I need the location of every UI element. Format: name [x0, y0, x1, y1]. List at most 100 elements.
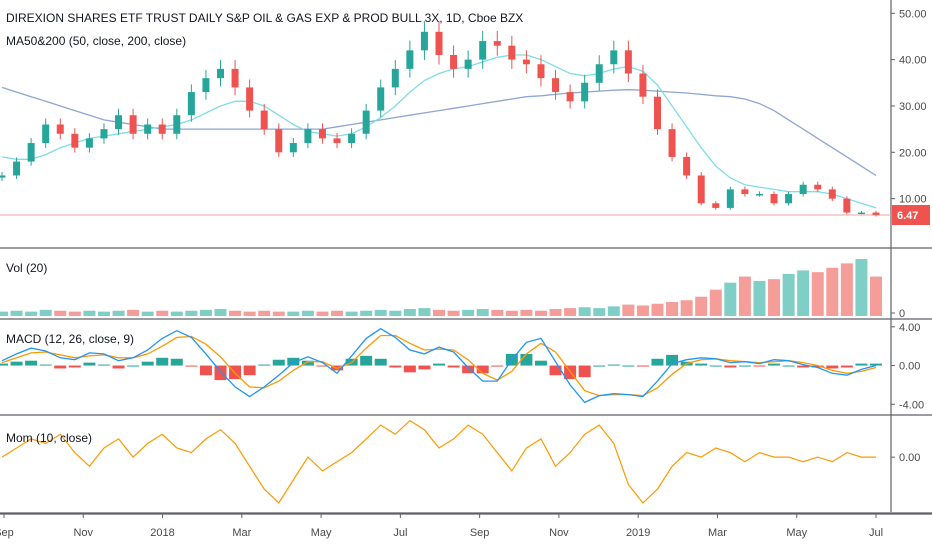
- volume-tick-label: 0: [899, 308, 905, 320]
- macd-tick-label: -4.00: [899, 399, 924, 411]
- macd-histogram-bar: [433, 363, 445, 366]
- candle-body: [435, 31, 443, 55]
- momentum-indicator-label: Mom (10, close): [6, 431, 92, 445]
- macd-histogram-bar: [695, 363, 708, 366]
- macd-histogram-bar: [578, 365, 591, 378]
- momentum-pane: 0.00: [1, 419, 920, 504]
- macd-histogram-bar: [797, 365, 810, 368]
- candle-body: [537, 64, 545, 79]
- macd-histogram-bar: [666, 354, 679, 366]
- volume-bar: [622, 304, 635, 316]
- volume-bar: [170, 311, 183, 316]
- x-axis: Sep Nov 2018 Mar May Jul Sep Nov 2019 Mar May Jul: [0, 514, 883, 539]
- volume-bar: [156, 310, 169, 316]
- price-tick-label: 10.00: [899, 194, 927, 206]
- macd-histogram-bar: [826, 365, 839, 369]
- candle-body: [552, 78, 560, 93]
- candle-body: [479, 41, 487, 60]
- volume-bar: [447, 310, 460, 316]
- volume-bar: [709, 289, 722, 316]
- volume-bar: [97, 311, 110, 316]
- candle-body: [246, 87, 254, 111]
- macd-histogram-bar: [403, 365, 416, 373]
- macd-histogram-bar: [447, 365, 460, 368]
- volume-bar: [316, 311, 329, 316]
- candle-body: [726, 189, 734, 208]
- candle-body: [610, 50, 618, 65]
- last-price-badge: [892, 205, 930, 226]
- volume-bar: [476, 308, 489, 316]
- time-tick-label: May: [786, 527, 807, 539]
- candle-body: [0, 175, 6, 178]
- candle-body: [872, 212, 880, 215]
- candle-body: [13, 161, 21, 176]
- macd-histogram-bar: [112, 365, 125, 369]
- time-tick-label: Jul: [393, 527, 407, 539]
- candle-body: [144, 124, 152, 134]
- macd-histogram-bar: [199, 365, 212, 376]
- price-tick-label: 50.00: [899, 8, 927, 20]
- volume-bar: [768, 279, 781, 316]
- candle-body: [129, 115, 137, 134]
- candle-body: [668, 129, 676, 157]
- volume-bar: [10, 310, 23, 316]
- macd-histogram-bar: [287, 357, 300, 366]
- macd-histogram-bar: [724, 365, 737, 368]
- volume-bar: [68, 311, 81, 316]
- ma-indicator-label: MA50&200 (50, close, 200, close): [6, 34, 186, 48]
- macd-histogram-bar: [0, 363, 8, 366]
- volume-bar: [374, 309, 387, 316]
- macd-histogram-bar: [593, 365, 606, 367]
- macd-signal-line: [1, 334, 877, 397]
- price-tick-label: 20.00: [899, 147, 927, 159]
- macd-histogram-bar: [360, 355, 373, 366]
- macd-histogram-bar: [316, 365, 329, 367]
- price-pane: 50.00 40.00 30.00 20.00 10.00 6.47: [0, 8, 930, 226]
- candle-body: [857, 212, 865, 215]
- candle-body: [814, 184, 822, 190]
- macd-histogram-bar: [418, 365, 431, 370]
- volume-bar: [855, 259, 868, 316]
- momentum-tick-label: 0.00: [899, 452, 920, 464]
- candle-body: [100, 129, 108, 139]
- macd-histogram-bar: [782, 365, 795, 367]
- volume-bar: [607, 306, 620, 316]
- volume-bar: [272, 311, 285, 316]
- candle-body: [115, 115, 123, 130]
- time-tick-label: Nov: [73, 527, 93, 539]
- macd-histogram-bar: [301, 360, 314, 366]
- macd-histogram-bar: [622, 365, 635, 367]
- volume-bar: [593, 308, 606, 316]
- macd-histogram-bar: [243, 365, 256, 376]
- volume-bar: [345, 311, 358, 316]
- volume-bar: [578, 307, 591, 316]
- macd-histogram-bar: [141, 361, 154, 366]
- volume-bar: [534, 310, 547, 316]
- candle-body: [420, 31, 428, 51]
- candle-body: [566, 92, 574, 102]
- volume-bar: [826, 267, 839, 316]
- volume-bar: [39, 309, 52, 316]
- volume-bar: [389, 310, 402, 316]
- macd-histogram-bar: [870, 363, 882, 366]
- candle-body: [508, 45, 516, 60]
- macd-histogram-bar: [636, 365, 649, 367]
- candle-body: [27, 143, 35, 162]
- volume-bar: [127, 309, 140, 316]
- time-tick-label: Jul: [869, 527, 883, 539]
- candle-body: [42, 124, 50, 144]
- candle-body: [581, 82, 589, 102]
- macd-histogram-bar: [840, 365, 853, 368]
- volume-bar: [418, 308, 431, 316]
- volume-bar: [301, 310, 314, 316]
- macd-histogram-bar: [768, 363, 781, 366]
- macd-histogram-bar: [185, 365, 198, 367]
- candle-body: [595, 64, 603, 83]
- macd-histogram-bar: [170, 358, 183, 366]
- macd-histogram-bar: [549, 365, 562, 376]
- macd-histogram-bar: [753, 365, 766, 367]
- macd-histogram-bar: [607, 364, 620, 366]
